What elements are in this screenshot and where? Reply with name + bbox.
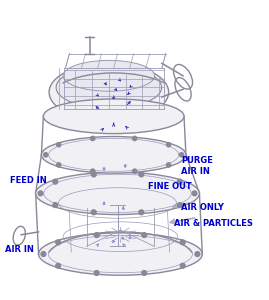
Circle shape [180,263,185,268]
Ellipse shape [38,233,202,275]
Circle shape [177,203,182,208]
Text: PURGE
AIR IN: PURGE AIR IN [181,156,213,176]
Circle shape [167,142,171,147]
Circle shape [167,163,171,167]
Circle shape [133,169,137,173]
Circle shape [94,233,99,238]
Circle shape [139,172,144,177]
Circle shape [179,153,184,157]
Circle shape [38,191,43,196]
Circle shape [192,191,197,196]
Circle shape [142,271,147,275]
Circle shape [56,142,61,147]
Ellipse shape [63,60,155,91]
Circle shape [56,263,61,268]
Circle shape [94,271,99,275]
Circle shape [177,179,182,184]
Ellipse shape [43,99,184,134]
Text: AIR IN: AIR IN [5,245,34,254]
Text: AIR & PARTICLES: AIR & PARTICLES [174,219,253,228]
Ellipse shape [49,63,169,121]
Circle shape [142,233,147,238]
Text: AIR ONLY: AIR ONLY [181,203,224,212]
Circle shape [53,203,58,208]
Circle shape [91,172,96,177]
Text: FEED IN: FEED IN [10,176,47,185]
Circle shape [139,210,144,215]
Circle shape [91,136,95,141]
Circle shape [44,153,48,157]
Circle shape [133,136,137,141]
Circle shape [195,252,200,256]
Text: FINE OUT: FINE OUT [148,182,192,190]
Circle shape [91,169,95,173]
Ellipse shape [41,136,186,173]
Circle shape [91,210,96,215]
Circle shape [56,163,61,167]
Circle shape [53,179,58,184]
Ellipse shape [36,172,199,214]
Circle shape [41,252,46,256]
Ellipse shape [56,66,162,109]
Circle shape [180,240,185,245]
Circle shape [56,240,61,245]
